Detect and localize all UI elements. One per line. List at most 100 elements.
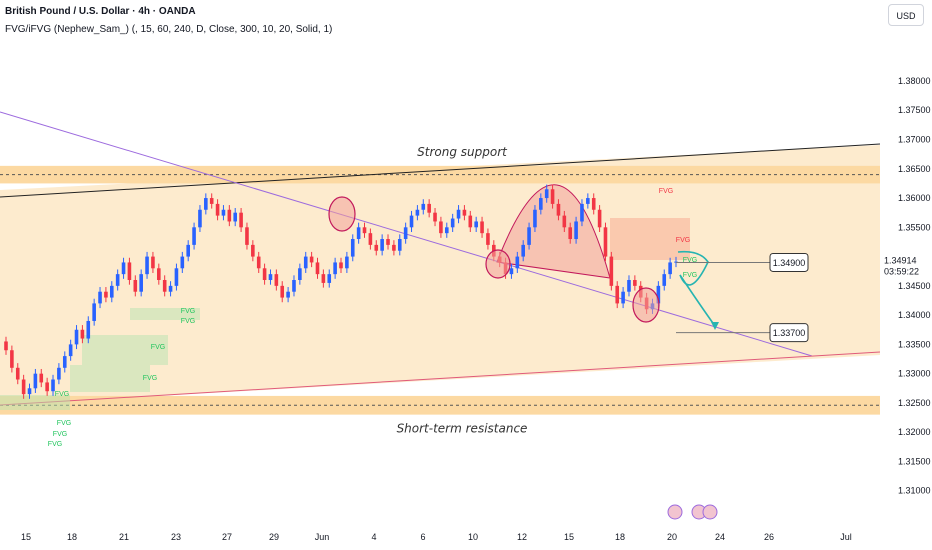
candle-body [627,280,631,292]
fvg-bull-box [130,308,200,320]
event-flag-icon [667,504,683,520]
fvg-label: FVG [683,257,697,264]
highlight-circle [328,196,356,232]
x-tick-label: 10 [468,532,478,542]
candle-body [174,268,179,286]
candle-body [286,291,290,298]
fvg-label: FVG [53,431,67,438]
lower-trendline [0,351,881,406]
zone-label: Strong support [417,145,508,159]
candle-body [198,209,202,228]
candle-body [127,262,132,280]
candle-body [139,274,143,292]
candle-body [315,262,320,275]
candle-body [427,203,431,213]
event-flag-icon [702,504,718,520]
y-tick-label: 1.33000 [898,369,931,379]
candle-body [233,212,238,222]
candle-body [115,274,120,286]
candle-body [221,209,226,216]
projection-arrowhead [711,322,719,330]
candle-body [186,244,190,257]
y-tick-label: 1.37500 [898,105,931,115]
candle-body [15,367,20,380]
fvg-label: FVG [676,237,690,244]
countdown-label: 03:59:22 [884,267,919,277]
level-label: 1.33700 [773,328,806,338]
fvg-label: FVG [55,391,69,398]
level-box [769,252,809,272]
candle-body [456,209,461,219]
fvg-label: FVG [151,344,165,351]
candle-body [480,221,484,234]
candle-body [368,233,373,245]
x-tick-label: 21 [119,532,129,542]
candle-body [109,285,114,298]
candle-body [74,329,79,345]
y-tick-label: 1.37000 [898,135,931,145]
x-tick-label: Jun [315,532,330,542]
candle-body [462,209,467,216]
x-tick-label: 4 [371,532,376,542]
candle-body [439,221,443,234]
candle-body [450,218,455,228]
candle-body [51,379,55,392]
candle-body [633,280,637,286]
candle-body [474,221,478,228]
fvg-label: FVG [659,188,673,195]
y-tick-label: 1.33500 [898,339,931,349]
candle-body [98,291,102,304]
candle-body [339,262,343,269]
candle-body [568,227,573,240]
zone-label: Short-term resistance [397,422,528,436]
candle-body [180,256,185,269]
time-axis [0,530,932,550]
fvg-label: FVG [57,420,71,427]
candle-body [57,367,61,380]
x-tick-label: 29 [269,532,279,542]
candle-body [245,227,249,245]
candle-body [591,198,596,210]
fvg-bull-box [82,335,168,365]
y-tick-label: 1.32500 [898,398,931,408]
fvg-bull-box [0,395,70,410]
candle-body [62,356,67,368]
candle-body [527,227,531,245]
x-tick-label: 24 [715,532,725,542]
candle-body [609,256,614,286]
indicator-legend[interactable]: FVG/iFVG (Nephew_Sam_) (, 15, 60, 240, D… [5,24,333,35]
candle-body [4,341,8,351]
candle-body [292,280,296,292]
candle-body [415,209,420,216]
candle-body [515,256,520,269]
candle-body [662,274,667,286]
y-tick-label: 1.34500 [898,281,931,291]
symbol-title[interactable]: British Pound / U.S. Dollar · 4h · OANDA [5,6,196,17]
candle-body [298,268,302,280]
y-tick-label: 1.32000 [898,427,931,437]
last-price-label: 1.34914 [884,256,917,266]
candle-body [309,256,314,263]
candle-body [345,256,349,269]
candle-body [251,244,255,257]
candle-body [539,198,543,210]
fvg-bull-box [70,365,150,392]
y-tick-label: 1.31000 [898,486,931,496]
fvg-label: FVG [683,272,697,279]
candle-body [544,189,549,199]
candle-body [433,212,437,222]
fvg-label: FVG [181,308,195,315]
fvg-label: FVG [143,375,157,382]
candle-body [509,268,514,275]
y-tick-label: 1.36000 [898,193,931,203]
currency-button[interactable]: USD [888,4,924,26]
candle-body [362,227,367,234]
y-tick-label: 1.35500 [898,222,931,232]
candle-body [374,244,379,251]
candle-body [621,291,625,304]
x-tick-label: 6 [420,532,425,542]
candle-body [227,209,232,222]
projection-path [677,250,716,327]
y-tick-label: 1.36500 [898,164,931,174]
